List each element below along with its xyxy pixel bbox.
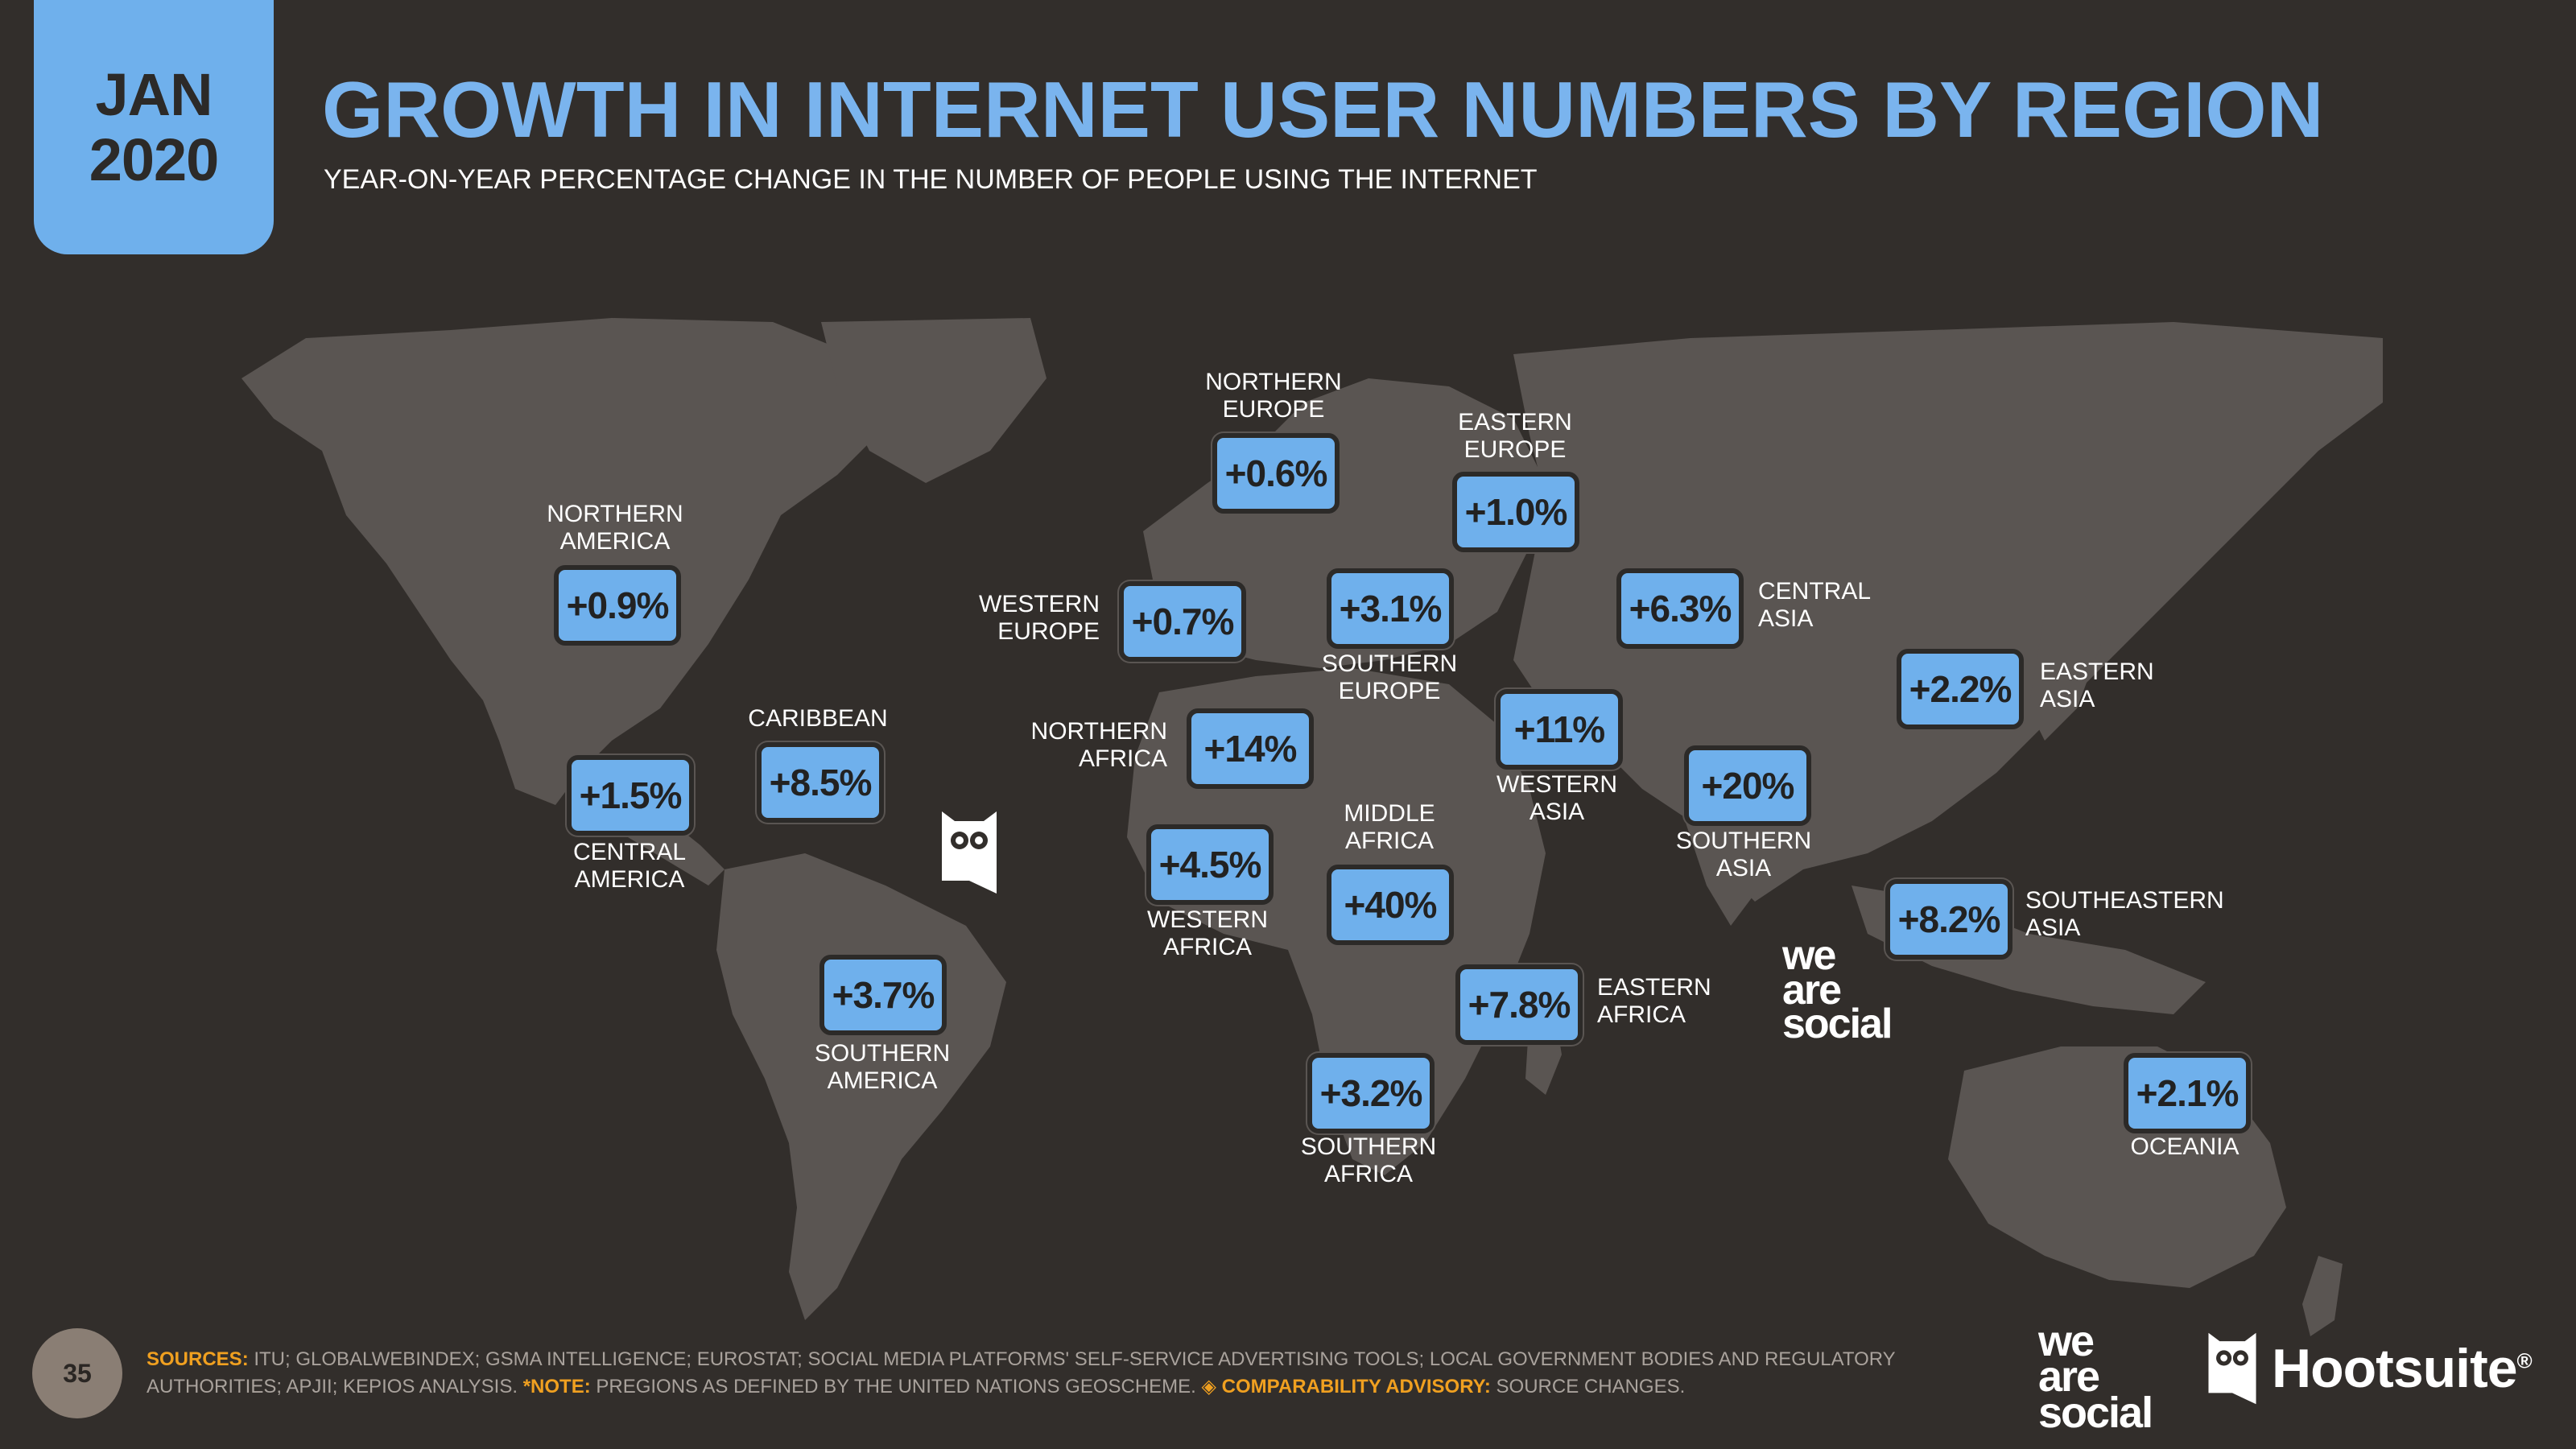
wearesocial-footer-line3: social	[2038, 1388, 2153, 1437]
label-southern-america: SOUTHERN AMERICA	[814, 1040, 951, 1094]
japan-shape	[2029, 596, 2101, 741]
label-northern-america: NORTHERN AMERICA	[547, 501, 683, 555]
value-eastern-africa: +7.8%	[1455, 964, 1583, 1045]
value-oceania: +2.1%	[2124, 1053, 2251, 1133]
value-eastern-europe: +1.0%	[1452, 472, 1579, 552]
label-western-europe: WESTERN EUROPE	[979, 591, 1100, 645]
label-central-america: CENTRAL AMERICA	[572, 839, 687, 893]
note-body: PREGIONS AS DEFINED BY THE UNITED NATION…	[590, 1376, 1202, 1397]
sources-text: SOURCES: ITU; GLOBALWEBINDEX; GSMA INTEL…	[147, 1346, 1966, 1401]
label-southern-asia: SOUTHERN ASIA	[1675, 828, 1812, 881]
sources-body: ITU; GLOBALWEBINDEX; GSMA INTELLIGENCE; …	[147, 1348, 1896, 1397]
note-label: *NOTE:	[522, 1376, 591, 1397]
label-western-asia: WESTERN ASIA	[1496, 771, 1617, 825]
hootsuite-logo: Hootsuite®	[2206, 1328, 2533, 1409]
value-northern-america: +0.9%	[554, 565, 681, 646]
new-zealand-shape	[2302, 1256, 2343, 1336]
hootsuite-name: Hootsuite	[2272, 1338, 2518, 1399]
wearesocial-map-line1: we	[1782, 932, 1836, 979]
page-title: GROWTH IN INTERNET USER NUMBERS BY REGIO…	[322, 65, 2324, 154]
value-northern-africa: +14%	[1187, 708, 1314, 789]
label-western-africa: WESTERN AFRICA	[1147, 906, 1268, 960]
sources-label: SOURCES:	[147, 1348, 249, 1370]
value-southern-europe: +3.1%	[1327, 568, 1454, 649]
value-western-asia: +11%	[1496, 689, 1623, 770]
date-badge: JAN 2020	[34, 0, 274, 254]
value-central-america: +1.5%	[567, 755, 694, 836]
hootsuite-owl-icon	[942, 811, 997, 894]
value-central-asia: +6.3%	[1616, 568, 1744, 649]
label-eastern-europe: EASTERN EUROPE	[1458, 409, 1572, 463]
label-caribbean: CARIBBEAN	[748, 705, 888, 732]
label-northern-europe: NORTHERN EUROPE	[1205, 369, 1342, 423]
value-caribbean: +8.5%	[757, 742, 884, 823]
label-southern-africa: SOUTHERN AFRICA	[1300, 1133, 1437, 1187]
value-southern-asia: +20%	[1684, 745, 1811, 826]
page-number: 35	[32, 1328, 122, 1418]
label-eastern-asia: EASTERN ASIA	[2040, 658, 2154, 712]
label-northern-africa: NORTHERN AFRICA	[1030, 718, 1167, 772]
hootsuite-owl-logo-icon	[2208, 1332, 2256, 1405]
date-year: 2020	[89, 126, 220, 193]
advisory-body: SOURCE CHANGES.	[1490, 1376, 1686, 1397]
value-southeastern-asia: +8.2%	[1885, 879, 2013, 960]
value-middle-africa: +40%	[1327, 865, 1454, 945]
hootsuite-wordmark: Hootsuite®	[2272, 1337, 2533, 1400]
wearesocial-map-logo: we are social	[1782, 932, 1893, 1048]
page-subtitle: YEAR-ON-YEAR PERCENTAGE CHANGE IN THE NU…	[324, 164, 1538, 195]
north-america-shape	[242, 318, 894, 805]
value-eastern-asia: +2.2%	[1897, 649, 2024, 729]
value-southern-africa: +3.2%	[1307, 1053, 1435, 1133]
value-northern-europe: +0.6%	[1212, 433, 1340, 514]
date-month: JAN	[95, 60, 213, 128]
label-oceania: OCEANIA	[2130, 1133, 2240, 1160]
label-southeastern-asia: SOUTHEASTERN ASIA	[2025, 887, 2224, 941]
hootsuite-registered-mark: ®	[2516, 1348, 2533, 1373]
label-eastern-africa: EASTERN AFRICA	[1597, 974, 1711, 1028]
greenland-shape	[821, 318, 1046, 483]
label-southern-europe: SOUTHERN EUROPE	[1321, 650, 1458, 704]
value-southern-america: +3.7%	[819, 955, 947, 1035]
value-western-africa: +4.5%	[1146, 824, 1274, 905]
wearesocial-map-line2: are	[1782, 966, 1842, 1013]
advisory-label: ◈ COMPARABILITY ADVISORY:	[1201, 1376, 1491, 1397]
label-middle-africa: MIDDLE AFRICA	[1344, 800, 1435, 854]
wearesocial-footer-line2: are	[2038, 1352, 2100, 1402]
wearesocial-footer-logo: we are social	[2038, 1317, 2153, 1437]
value-western-europe: +0.7%	[1119, 581, 1246, 662]
wearesocial-map-line3: social	[1782, 1001, 1893, 1048]
wearesocial-footer-line1: we	[2038, 1317, 2095, 1365]
label-central-asia: CENTRAL ASIA	[1758, 578, 1872, 632]
